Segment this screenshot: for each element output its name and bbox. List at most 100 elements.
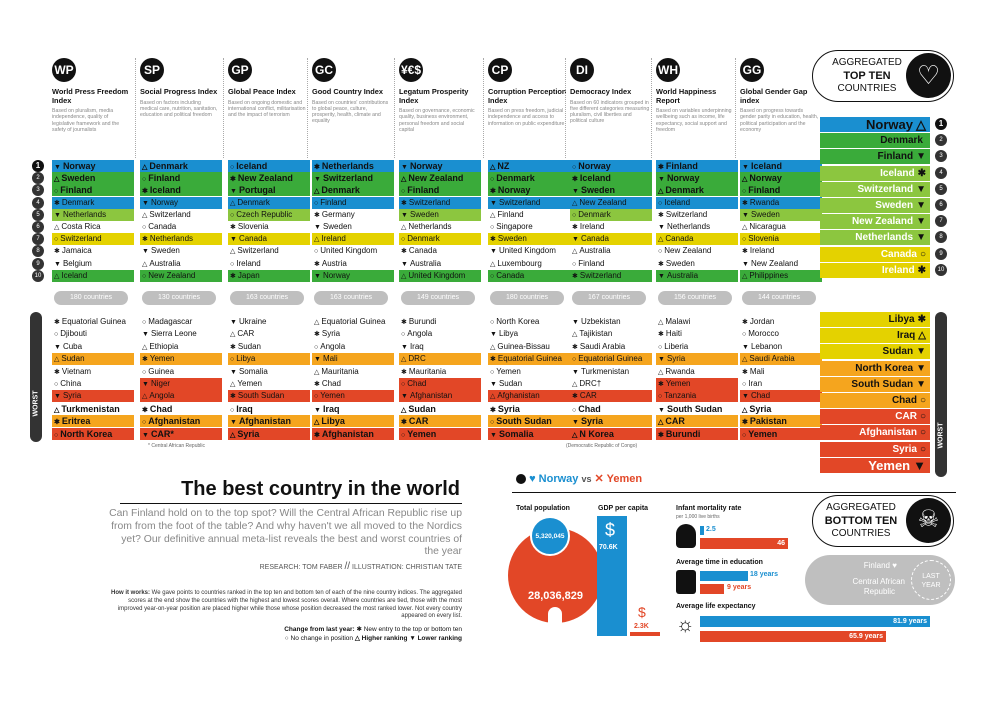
bottom-list-item: ○ Angola (312, 341, 394, 353)
change-mark: ✱ (490, 236, 496, 244)
country-name: Syria (497, 403, 520, 414)
bottom-list-item: ✱ Chad (312, 378, 394, 390)
change-mark: △ (572, 199, 578, 207)
country-name: Cuba (62, 341, 83, 351)
bottom-list-item: ▼ Somalia (488, 427, 570, 440)
last-year-panel: Finland ♥ Central African Republic LAST … (805, 555, 955, 605)
aggregated-top-item: Finland ▼ (820, 149, 930, 165)
population-norway-value: 5,320,045 (535, 533, 565, 540)
country-name: Iraq (409, 341, 424, 351)
bottom-list-item: ▼ Lebanon (740, 341, 822, 353)
change-mark: ▼ (742, 164, 749, 171)
aggregated-top-item: New Zealand ▼ (820, 214, 930, 230)
country-name: North Korea (496, 317, 540, 326)
bottom-list-item: ○ South Sudan (488, 415, 570, 428)
country-name: Afghanistan (238, 416, 291, 427)
top-list-item: ✱ Slovenia (228, 221, 310, 233)
country-name: Afghanistan (148, 416, 201, 427)
aggregated-bottom-item: Syria ○ (820, 441, 930, 457)
aggregated-bottom-item: Sudan ▼ (820, 344, 930, 360)
aggregated-top-item: Sweden ▼ (820, 198, 930, 213)
country-name: DRC (408, 354, 426, 364)
country-name: New Zealand (851, 216, 914, 228)
aggregated-bottom-item: Afghanistan ○ (820, 425, 930, 441)
gdp-yemen-value: 2.3K (634, 623, 649, 630)
change-mark: ▼ (916, 151, 926, 163)
country-name: CAR* (150, 428, 174, 439)
change-mark: ○ (142, 419, 147, 427)
country-name: Finland (578, 258, 605, 268)
change-mark: △ (658, 419, 664, 427)
country-name: Ireland (236, 258, 261, 268)
rank-dot: 2 (32, 172, 44, 185)
change-mark: ▼ (916, 200, 926, 211)
rank-dot: 10 (32, 269, 44, 282)
change-mark: △ (54, 176, 60, 184)
top-list-item: ▼ New Zealand (740, 258, 822, 270)
heart-icon: ♡ (906, 53, 951, 98)
change-mark: ▼ (916, 362, 926, 374)
country-name: Chad (891, 395, 917, 406)
bottom-list-item: △ DRC (399, 353, 481, 366)
change-mark: ○ (490, 176, 495, 184)
bottom-list-item: ○ Equatorial Guinea (570, 353, 652, 366)
dollar-icon: $ (605, 520, 616, 540)
country-name: Iceland (664, 197, 691, 207)
country-name: New Zealand (664, 246, 712, 256)
credit-separator: // (344, 561, 351, 572)
bottom-list-item: ○ Liberia (656, 341, 738, 353)
country-name: Afghanistan (497, 391, 540, 401)
country-name: Denmark (149, 161, 188, 171)
bottom-list-item: ✱ Yemen (656, 378, 738, 390)
top-list-item: ▼ Sweden (312, 221, 394, 233)
change-mark: ▼ (490, 331, 497, 339)
change-mark: ✱ (572, 343, 578, 351)
index-icon: GG (740, 58, 764, 82)
change-mark: ○ (230, 164, 235, 171)
change-mark: ▼ (314, 272, 321, 280)
country-name: Denmark (496, 173, 535, 184)
bottom-list-item: △ Rwanda (656, 366, 738, 378)
comparison-heading: ♥ Norway vs ✕ Yemen (516, 472, 642, 485)
top-list-item: ○ Finland (570, 258, 652, 270)
bottom-list-item: ○ Madagascar (140, 316, 222, 328)
agg-top-line1: AGGREGATED (832, 57, 902, 68)
credit-illustration: ILLUSTRATION: CHRISTIAN TATE (352, 564, 462, 571)
top-list-item: ▼ Norway (52, 160, 134, 172)
column-separator (735, 58, 736, 158)
bottom-list-item: ○ Yemen (312, 390, 394, 403)
bottom-list-item: ○ Morocco (740, 328, 822, 340)
change-mark: ✱ (658, 211, 664, 219)
country-name: Austria (321, 258, 347, 268)
country-name: Sweden (580, 185, 615, 196)
change-mark: △ (658, 319, 664, 326)
change-mark: ○ (401, 331, 406, 339)
bottom-list-item: ▼ Iraq (312, 403, 394, 415)
change-mark: ○ (401, 236, 406, 244)
country-name: NZ (497, 161, 510, 171)
change-mark: ○ (742, 331, 747, 339)
aggregated-bottom-item: Yemen ▼ (820, 457, 930, 473)
bottom-list-item: ✱ Equatorial Guinea (488, 353, 570, 366)
rank-dot: 7 (935, 215, 947, 228)
change-mark: △ (658, 188, 664, 196)
country-name: Yemen (149, 354, 175, 364)
bottom-list-item: ✱ Saudi Arabia (570, 341, 652, 353)
index-description: Based on countries' contributions to glo… (312, 99, 389, 125)
top-list-item: △ Sweden (52, 172, 134, 185)
index-title: Democracy Index (570, 87, 632, 96)
country-name: Angola (407, 329, 433, 339)
country-name: Syria (666, 354, 686, 364)
top-list-item: ✱ Canada (399, 245, 481, 257)
country-name: Iran (748, 379, 763, 388)
change-mark: ✱ (917, 167, 926, 179)
last-year-badge: LAST YEAR (911, 560, 951, 600)
change-mark: △ (916, 117, 926, 132)
bottom-list-item: △ Tajikistan (570, 328, 652, 340)
change-mark: ✱ (142, 356, 148, 364)
change-mark: △ (572, 431, 578, 439)
bottom-list-item: ✱ Chad (140, 403, 222, 415)
agg-bottom-line2: BOTTOM TEN (824, 515, 898, 527)
change-mark: △ (490, 393, 496, 401)
country-name: Ukraine (238, 317, 267, 326)
